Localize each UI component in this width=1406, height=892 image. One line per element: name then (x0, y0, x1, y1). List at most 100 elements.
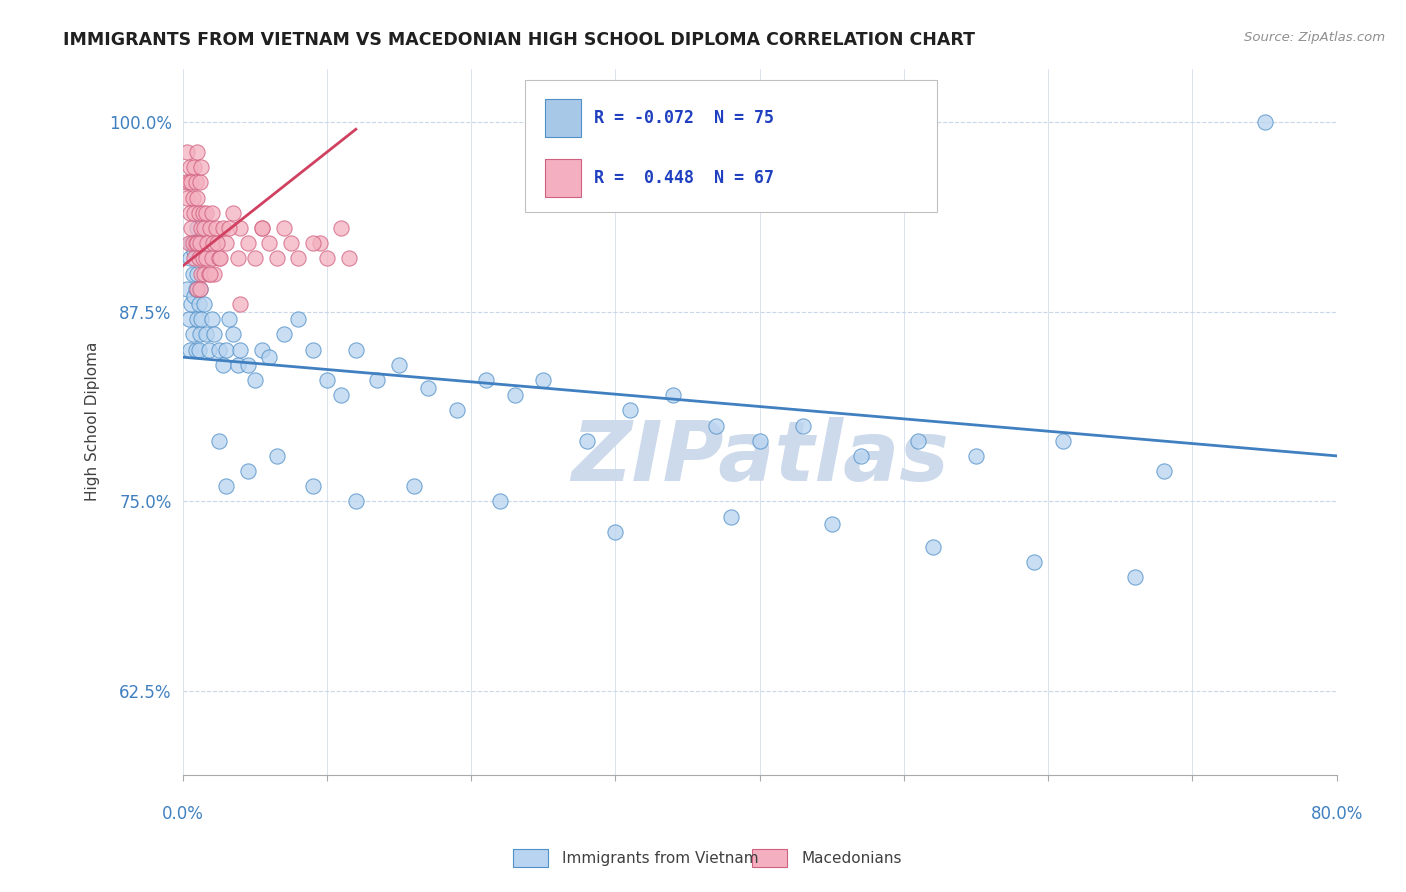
Point (197, 343, 219, 357)
Point (280, 236, 302, 251)
Point (181, 191, 204, 205)
Point (330, 388, 353, 402)
Point (183, 244, 205, 258)
Point (474, 373, 496, 387)
Point (188, 236, 211, 251)
Point (202, 236, 225, 251)
Point (222, 206, 245, 220)
Point (273, 221, 295, 235)
Point (190, 312, 212, 326)
Point (181, 267, 204, 281)
Point (287, 252, 309, 266)
Point (215, 236, 238, 251)
Point (266, 252, 288, 266)
Point (183, 161, 205, 175)
Point (179, 252, 201, 266)
Point (531, 373, 554, 387)
Point (236, 358, 259, 372)
Point (965, 449, 987, 463)
Point (921, 540, 943, 554)
Point (366, 373, 388, 387)
Point (619, 403, 641, 417)
Point (287, 312, 309, 326)
Point (250, 221, 273, 235)
Point (446, 403, 468, 417)
Point (1022, 555, 1045, 569)
Point (849, 449, 872, 463)
Text: IMMIGRANTS FROM VIETNAM VS MACEDONIAN HIGH SCHOOL DIPLOMA CORRELATION CHART: IMMIGRANTS FROM VIETNAM VS MACEDONIAN HI… (63, 31, 976, 49)
Point (208, 434, 231, 448)
Point (218, 312, 240, 326)
Point (193, 267, 215, 281)
Point (215, 479, 238, 493)
Point (250, 343, 273, 357)
Point (188, 176, 211, 190)
Point (190, 221, 212, 235)
Text: 0.0%: 0.0% (162, 805, 204, 823)
Point (177, 236, 200, 251)
Point (489, 494, 512, 508)
Point (792, 418, 814, 433)
Point (308, 236, 330, 251)
Point (212, 358, 235, 372)
Point (198, 221, 221, 235)
Point (186, 267, 208, 281)
Point (1052, 434, 1074, 448)
Point (180, 236, 202, 251)
Point (250, 221, 273, 235)
Point (301, 236, 323, 251)
Point (184, 282, 207, 296)
Point (194, 327, 217, 342)
Point (207, 236, 229, 251)
Point (188, 282, 211, 296)
Point (316, 373, 339, 387)
Point (229, 343, 252, 357)
Point (226, 358, 249, 372)
Text: ZIPatlas: ZIPatlas (571, 417, 949, 498)
Point (821, 517, 844, 532)
Text: Immigrants from Vietnam: Immigrants from Vietnam (562, 851, 759, 865)
Point (194, 252, 217, 266)
Point (212, 221, 235, 235)
Point (236, 464, 259, 478)
Point (243, 252, 266, 266)
Text: R =  0.448  N = 67: R = 0.448 N = 67 (593, 169, 773, 187)
Point (1153, 464, 1175, 478)
Point (200, 252, 222, 266)
Point (186, 312, 208, 326)
Point (316, 252, 339, 266)
Point (748, 434, 770, 448)
Point (720, 509, 742, 524)
Point (183, 289, 205, 303)
Point (236, 236, 259, 251)
Point (215, 343, 238, 357)
Point (662, 388, 685, 402)
Point (205, 221, 228, 235)
Point (344, 494, 367, 508)
Point (243, 373, 266, 387)
Point (186, 191, 208, 205)
Point (174, 176, 197, 190)
Point (186, 282, 208, 296)
Point (195, 236, 218, 251)
Point (179, 161, 201, 175)
Text: R = -0.072  N = 75: R = -0.072 N = 75 (593, 109, 773, 128)
Point (186, 145, 208, 159)
Point (180, 176, 202, 190)
Point (222, 327, 245, 342)
Point (337, 252, 360, 266)
Point (183, 252, 205, 266)
Point (187, 252, 209, 266)
Text: Macedonians: Macedonians (801, 851, 901, 865)
Point (188, 327, 211, 342)
Point (605, 524, 627, 539)
Point (218, 221, 240, 235)
Y-axis label: High School Diploma: High School Diploma (86, 342, 100, 501)
Point (1253, 114, 1275, 128)
Point (259, 236, 281, 251)
Point (177, 176, 200, 190)
Point (177, 312, 200, 326)
Point (190, 267, 212, 281)
Point (204, 267, 226, 281)
Point (706, 418, 728, 433)
